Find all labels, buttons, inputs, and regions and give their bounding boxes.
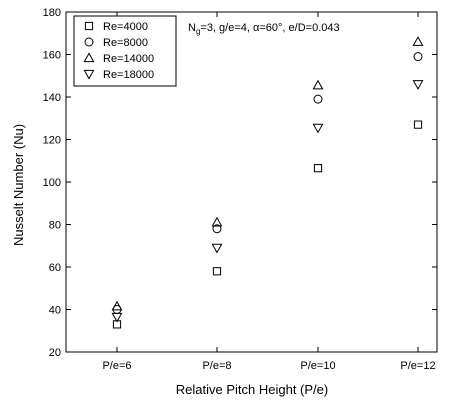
data-point [312, 123, 324, 134]
data-point [413, 52, 423, 62]
annotation-part1: N [188, 22, 196, 34]
y-tick-label: 60 [49, 262, 61, 274]
y-tick-label: 160 [43, 50, 61, 62]
legend: Re=4000 Re=8000 Re=14000 Re=18000 [73, 15, 177, 87]
data-point [312, 79, 324, 90]
y-tick-label: 120 [43, 135, 61, 147]
data-point [212, 267, 222, 276]
legend-marker [83, 52, 95, 63]
y-tick-label: 80 [49, 220, 61, 232]
legend-marker [84, 37, 94, 47]
legend-label: Re=18000 [103, 69, 154, 81]
y-tick-label: 20 [49, 347, 61, 359]
x-tick-label: P/e=10 [300, 360, 335, 372]
data-point [211, 243, 223, 254]
data-point [413, 120, 423, 129]
x-tick-label: P/e=6 [102, 360, 131, 372]
annotation-subscript: g [196, 27, 200, 36]
data-point [313, 94, 323, 104]
y-tick-label: 100 [43, 177, 61, 189]
x-tick-label: P/e=12 [400, 360, 435, 372]
y-tick-label: 180 [43, 7, 61, 19]
y-axis-label: Nusselt Number (Nu) [11, 124, 26, 246]
legend-label: Re=14000 [103, 53, 154, 65]
data-point [412, 36, 424, 46]
data-points [111, 36, 424, 329]
x-axis-label: Relative Pitch Height (P/e) [176, 382, 328, 397]
data-point [211, 216, 223, 227]
y-tick-label: 40 [49, 305, 61, 317]
chart-annotation: Ng=3, g/e=4, α=60°, e/D=0.043 [188, 22, 340, 36]
y-tick-label: 140 [43, 92, 61, 104]
x-tick-label: P/e=8 [202, 360, 231, 372]
data-point [111, 312, 123, 323]
legend-marker [84, 21, 94, 31]
data-point [412, 80, 424, 90]
data-point [313, 164, 323, 173]
data-point [212, 224, 222, 234]
tick-marks: 20 40 60 80 100 120 140 160 180 P/e=6 P/e=8 P/e=10 P… [43, 7, 437, 372]
legend-marker [83, 69, 95, 80]
annotation-part2: =3, g/e=4, α=60°, e/D=0.043 [200, 22, 339, 34]
legend-label: Re=4000 [103, 21, 148, 33]
legend-label: Re=8000 [103, 37, 148, 49]
data-point [111, 300, 123, 311]
